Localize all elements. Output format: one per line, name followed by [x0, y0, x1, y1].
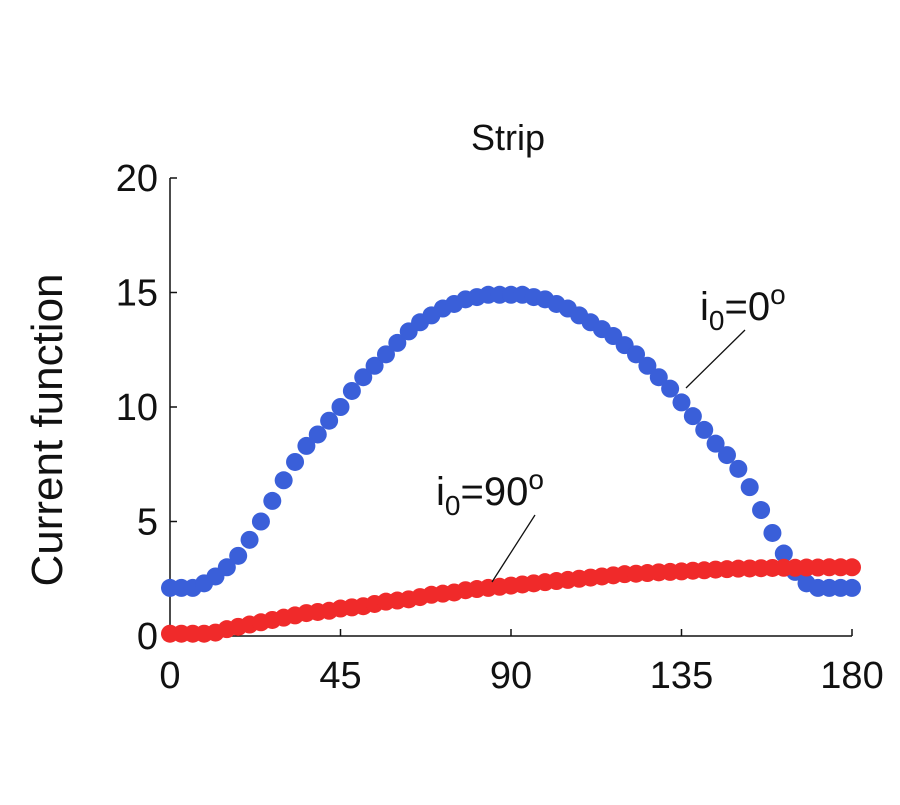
y-tick-label: 5	[137, 502, 158, 544]
x-tick-label: 0	[159, 655, 180, 697]
y-tick-label: 0	[137, 616, 158, 658]
series-layer	[161, 285, 861, 643]
series-annotation: i0=0o	[700, 279, 786, 336]
data-point	[229, 546, 248, 565]
data-point	[649, 368, 668, 387]
data-point	[661, 379, 680, 398]
data-point	[706, 434, 725, 453]
data-point	[388, 333, 407, 352]
y-axis-label: Current function	[23, 273, 72, 586]
annotation-leader-line	[685, 329, 746, 389]
data-point	[320, 411, 339, 430]
data-point	[843, 578, 861, 597]
data-point	[843, 558, 861, 577]
data-point	[729, 459, 748, 478]
data-point	[217, 558, 236, 577]
data-point	[308, 425, 327, 444]
series-0	[161, 285, 861, 597]
series-annotation: i0=90o	[436, 464, 544, 521]
data-point	[376, 345, 395, 364]
series-1	[161, 558, 861, 643]
data-point	[342, 381, 361, 400]
data-point	[240, 530, 259, 549]
data-point	[354, 368, 373, 387]
y-tick-label: 15	[116, 273, 158, 315]
data-point	[627, 345, 646, 364]
data-point	[672, 393, 691, 412]
x-tick-label: 90	[490, 655, 532, 697]
x-tick-label: 45	[319, 655, 361, 697]
data-point	[263, 491, 282, 510]
annotation-leader-line	[491, 514, 536, 583]
axes: 0 45 90 135 180 0 5 10 15 20	[116, 158, 884, 697]
data-point	[286, 452, 305, 471]
data-point	[717, 446, 736, 465]
data-point	[763, 523, 782, 542]
data-point	[365, 356, 384, 375]
data-point	[752, 501, 771, 520]
chart-title: Strip	[471, 117, 545, 158]
data-point	[774, 544, 793, 563]
data-point	[695, 420, 714, 439]
data-point	[251, 512, 270, 531]
annotations: i0=0o i0=90o	[436, 279, 786, 583]
data-point	[331, 398, 350, 416]
data-point	[274, 471, 293, 490]
x-tick-label: 135	[650, 655, 713, 697]
y-tick-label: 20	[116, 158, 158, 200]
y-tick-label: 10	[116, 387, 158, 429]
data-point	[297, 436, 316, 455]
data-point	[740, 478, 759, 497]
data-point	[638, 356, 657, 375]
x-tick-label: 180	[820, 655, 883, 697]
data-point	[683, 407, 702, 426]
